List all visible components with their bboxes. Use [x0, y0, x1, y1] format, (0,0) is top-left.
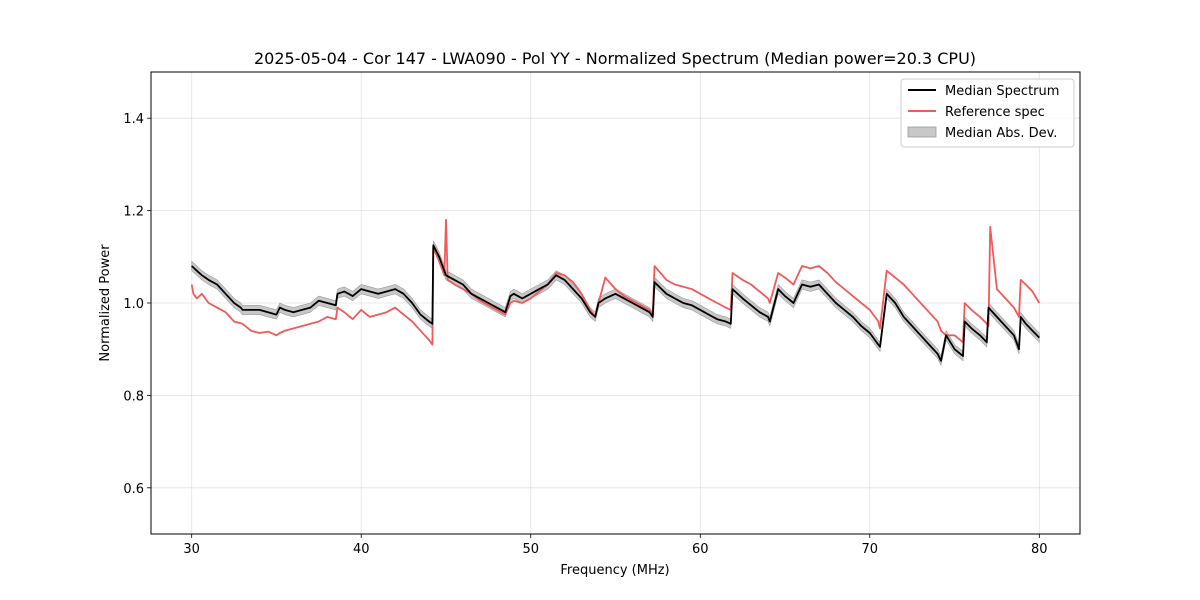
legend-label-reference: Reference spec — [945, 105, 1045, 120]
y-axis-label: Normalized Power — [98, 244, 113, 362]
tick-layer: 30 40 50 60 70 80 0.6 0.8 1.0 1.2 1.4 — [123, 112, 1047, 557]
median-spectrum-line — [191, 244, 1040, 362]
legend-swatch-mad — [907, 126, 937, 138]
x-tick-label: 70 — [862, 542, 879, 557]
y-tick-label: 1.2 — [123, 205, 144, 220]
x-axis-label: Frequency (MHz) — [560, 563, 669, 578]
legend-label-mad: Median Abs. Dev. — [945, 126, 1057, 141]
series-layer — [190, 218, 1041, 362]
y-tick-label: 0.8 — [123, 389, 144, 404]
y-tick-label: 1.4 — [123, 112, 144, 127]
y-tick-label: 0.6 — [123, 482, 144, 497]
legend-label-median: Median Spectrum — [945, 84, 1059, 99]
legend-box — [900, 78, 1075, 148]
reference-spec-line — [190, 218, 1041, 346]
x-tick-label: 40 — [353, 542, 370, 557]
band-layer — [191, 240, 1040, 367]
x-tick-label: 50 — [522, 542, 539, 557]
x-tick-label: 30 — [183, 542, 200, 557]
y-tick-label: 1.0 — [123, 297, 144, 312]
chart-title: 2025-05-04 - Cor 147 - LWA090 - Pol YY -… — [254, 49, 976, 68]
x-tick-label: 60 — [692, 542, 709, 557]
legend: Median Spectrum Reference spec Median Ab… — [900, 78, 1075, 148]
x-tick-label: 80 — [1031, 542, 1048, 557]
median-abs-dev-band — [191, 240, 1040, 367]
